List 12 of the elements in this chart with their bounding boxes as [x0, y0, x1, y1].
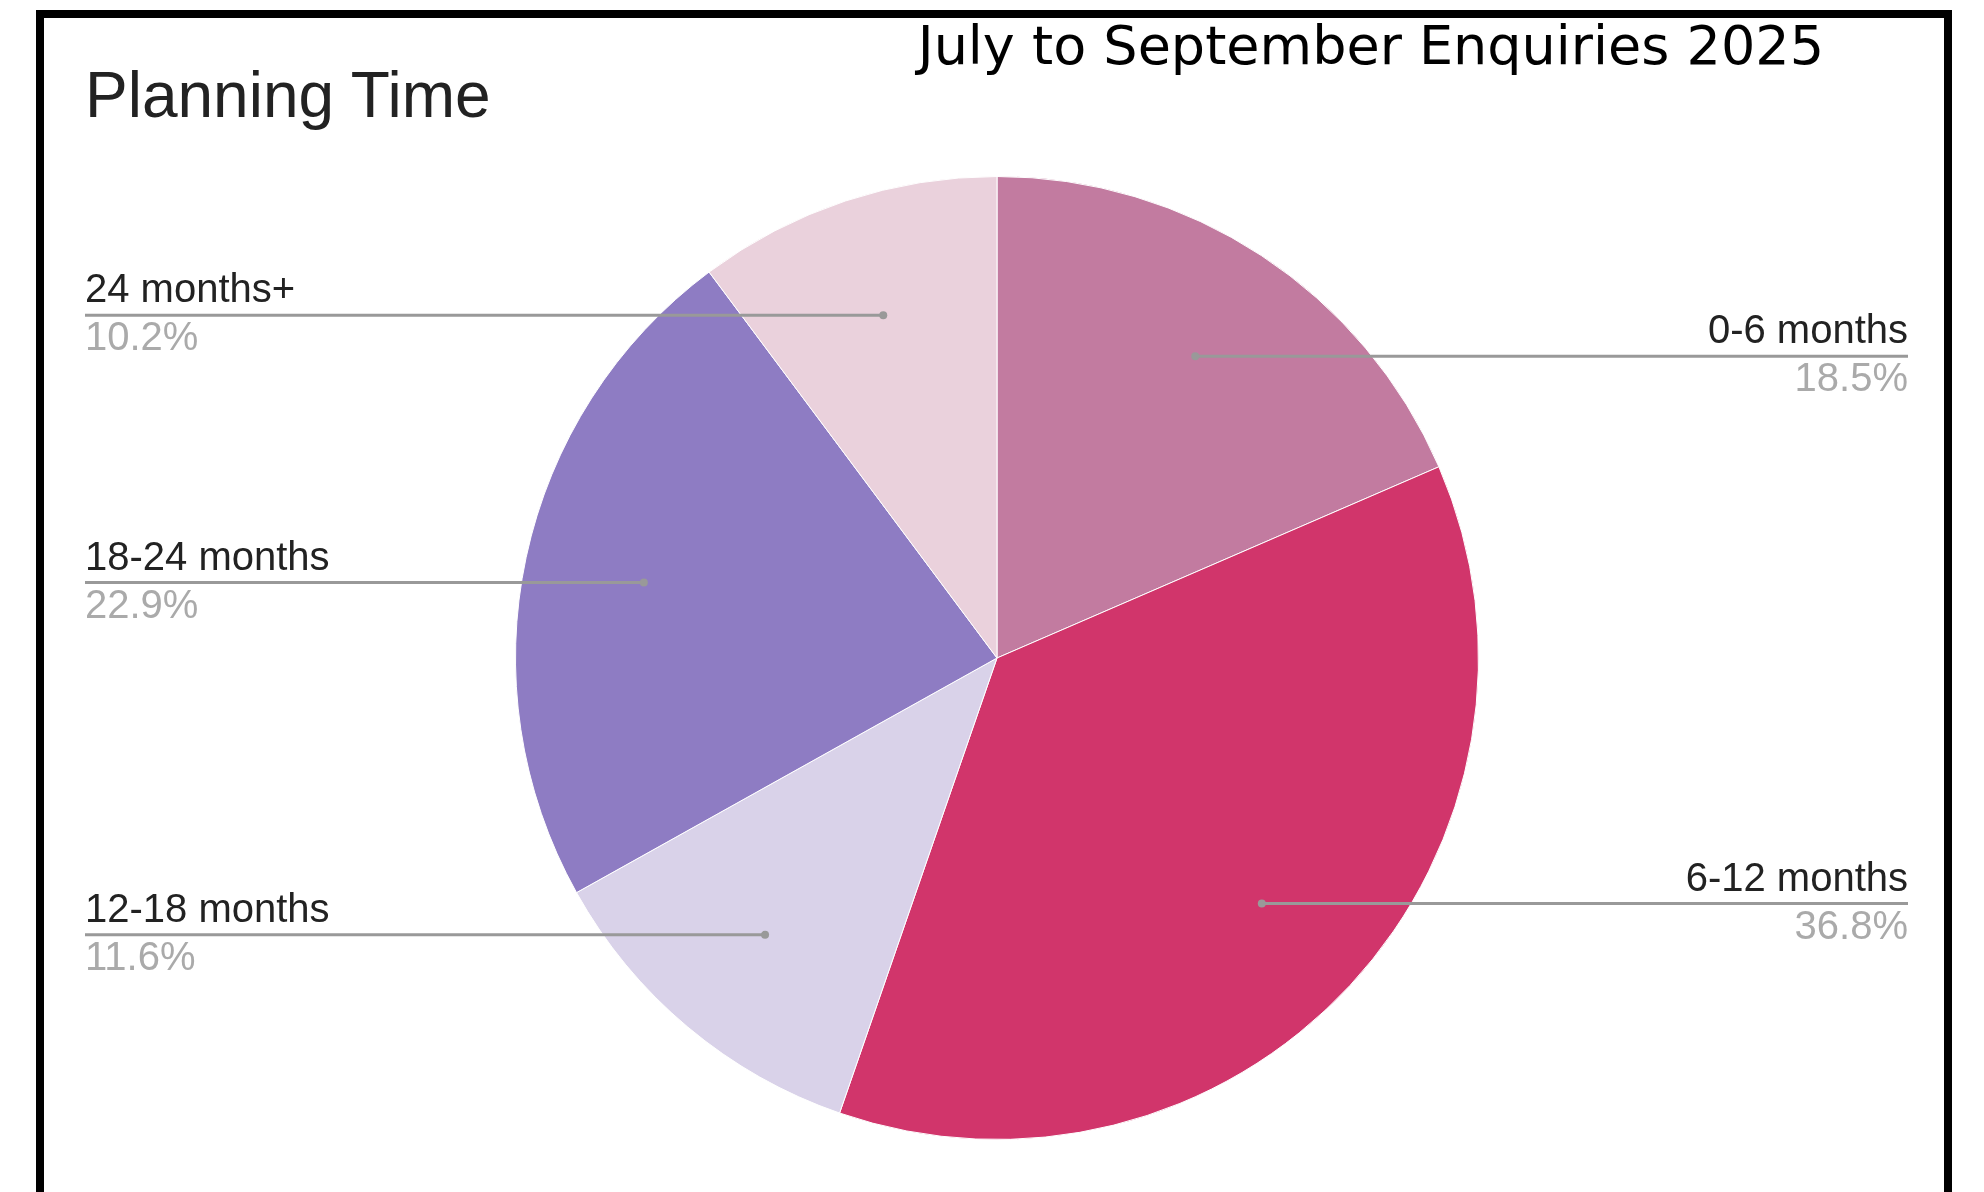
slice-label: 18-24 months: [85, 533, 330, 578]
data-label: 18.5%: [1794, 355, 1908, 400]
slice-label: 6-12 months: [1685, 854, 1908, 899]
data-label: 11.6%: [85, 933, 196, 978]
slice-label: 12-18 months: [85, 885, 330, 930]
data-label: 22.9%: [85, 581, 199, 626]
slice-label: 0-6 months: [1707, 307, 1908, 352]
chart-title: Planning Time: [85, 58, 491, 132]
data-label: 10.2%: [85, 314, 199, 359]
data-label: 36.8%: [1794, 902, 1908, 947]
chart-subtitle: July to September Enquiries 2025: [917, 14, 1824, 77]
slice-label: 24 months+: [85, 266, 296, 311]
